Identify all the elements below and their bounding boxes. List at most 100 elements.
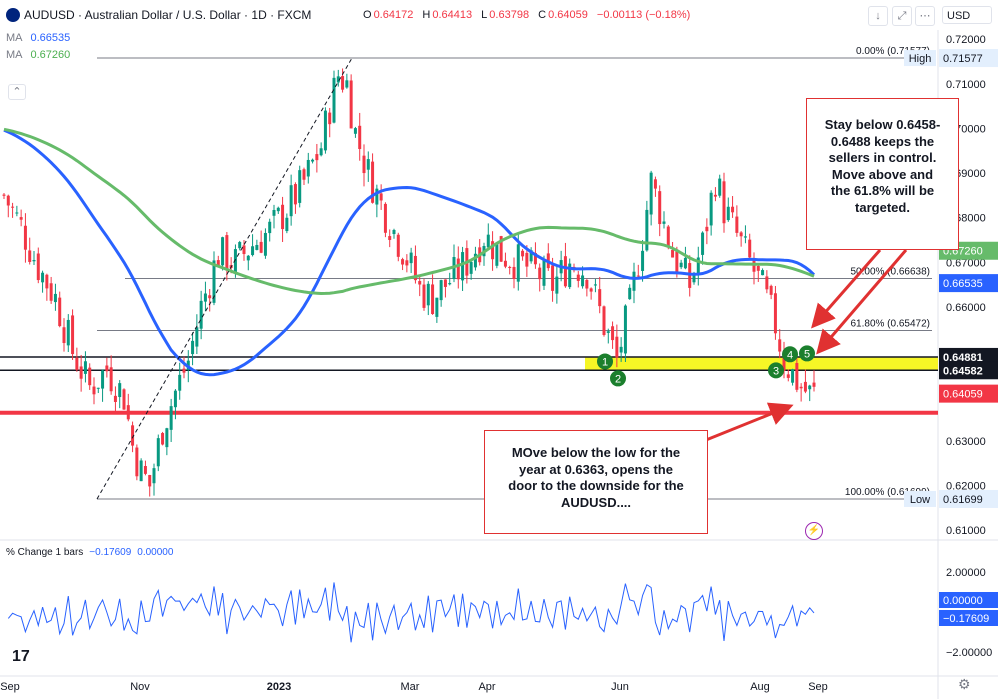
candle-body bbox=[692, 274, 696, 283]
y-tick-label: 0.63000 bbox=[946, 436, 986, 448]
candle-body bbox=[628, 287, 632, 300]
candle-body bbox=[71, 315, 75, 355]
candle-body bbox=[246, 255, 250, 261]
candle-body bbox=[671, 249, 675, 258]
ma200-value: 0.67260 bbox=[30, 49, 71, 61]
candle-body bbox=[293, 184, 297, 205]
fib-level-label: 61.80% (0.65472) bbox=[850, 319, 930, 330]
gear-icon[interactable]: ⚙ bbox=[958, 676, 971, 692]
candle-body bbox=[503, 260, 507, 267]
ma200-legend[interactable]: MA 0.67260 bbox=[6, 49, 70, 61]
wave-marker bbox=[782, 346, 798, 363]
candle-body bbox=[75, 357, 79, 371]
candle-body bbox=[341, 76, 345, 90]
candle-body bbox=[225, 235, 229, 271]
candle-body bbox=[92, 386, 96, 395]
wave-marker-label: 5 bbox=[804, 348, 810, 360]
candle-body bbox=[405, 260, 409, 266]
annotation-line: Stay below 0.6458- bbox=[824, 117, 941, 132]
ma100-value: 0.66535 bbox=[30, 32, 71, 44]
wave-marker-label: 2 bbox=[615, 373, 621, 385]
x-tick-label: 2023 bbox=[267, 681, 291, 693]
candle-body bbox=[191, 340, 195, 355]
candle-body bbox=[242, 245, 246, 255]
candle-body bbox=[645, 209, 649, 251]
candle-body bbox=[422, 284, 426, 308]
close-value: 0.64059 bbox=[548, 9, 588, 21]
candle-body bbox=[499, 236, 503, 262]
indicator-tick-label: −2.00000 bbox=[946, 647, 992, 659]
tradingview-logo-icon: 17 bbox=[12, 648, 30, 665]
x-tick-label: Mar bbox=[401, 681, 420, 693]
candle-body bbox=[761, 270, 765, 276]
high-label: H bbox=[422, 9, 431, 21]
ma200-line bbox=[3, 127, 815, 296]
candle-body bbox=[709, 192, 713, 226]
candle-body bbox=[683, 257, 687, 269]
candle-body bbox=[143, 466, 147, 474]
wave-marker bbox=[610, 370, 626, 387]
candle-body bbox=[79, 366, 83, 379]
wave-marker-label: 4 bbox=[787, 349, 793, 361]
arrow-to-low bbox=[705, 402, 794, 442]
candle-body bbox=[88, 367, 92, 386]
candle-body bbox=[216, 260, 220, 266]
candle-body bbox=[122, 389, 126, 410]
candle-body bbox=[366, 159, 370, 170]
more-icon[interactable]: ⋯ bbox=[915, 6, 935, 26]
candle-body bbox=[765, 276, 769, 290]
candle-body bbox=[332, 77, 336, 123]
candle-body bbox=[285, 217, 289, 232]
candle-body bbox=[713, 194, 717, 197]
wave-marker bbox=[768, 362, 784, 379]
price-tag-text: High bbox=[909, 53, 932, 65]
candle-body bbox=[748, 239, 752, 258]
ma100-legend[interactable]: MA 0.66535 bbox=[6, 32, 70, 44]
maximize-icon[interactable]: ⤢ bbox=[892, 6, 912, 26]
indicator-value-2: 0.00000 bbox=[137, 547, 174, 558]
lightning-icon[interactable]: ⚡ bbox=[805, 522, 823, 540]
candle-body bbox=[328, 112, 332, 125]
price-label-value: 0.66535 bbox=[943, 278, 983, 290]
candle-body bbox=[799, 386, 803, 389]
annotation-line: the 61.8% will be bbox=[830, 183, 935, 198]
candle-body bbox=[611, 326, 615, 341]
candle-body bbox=[636, 275, 640, 277]
candle-body bbox=[589, 288, 593, 292]
candle-body bbox=[396, 234, 400, 257]
candle-body bbox=[486, 234, 490, 248]
candle-body bbox=[383, 203, 387, 233]
chart-header: AUDUSD · Australian Dollar / U.S. Dollar… bbox=[0, 0, 998, 30]
candle-body bbox=[782, 350, 786, 371]
candle-body bbox=[298, 170, 302, 203]
candle-body bbox=[675, 251, 679, 273]
candle-body bbox=[649, 172, 653, 215]
candle-body bbox=[379, 193, 383, 201]
currency-select[interactable]: USD bbox=[942, 6, 992, 24]
collapse-legend-icon[interactable]: ⌃ bbox=[8, 84, 26, 100]
price-label-bg bbox=[939, 274, 998, 293]
candle-body bbox=[581, 275, 585, 287]
annotation-stay-below: Stay below 0.6458- 0.6488 keeps the sell… bbox=[806, 98, 959, 250]
candle-body bbox=[696, 257, 700, 276]
candle-body bbox=[718, 178, 722, 196]
candle-body bbox=[28, 250, 32, 262]
candle-body bbox=[632, 271, 636, 291]
close-label: C bbox=[538, 9, 547, 21]
candle-body bbox=[413, 255, 417, 281]
candle-body bbox=[375, 188, 379, 205]
candle-body bbox=[45, 274, 49, 289]
aud-flag-icon bbox=[6, 8, 20, 22]
y-tick-label: 0.61000 bbox=[946, 525, 986, 537]
ma200-label: MA bbox=[6, 49, 23, 61]
x-tick-label: Jun bbox=[611, 681, 629, 693]
highlight-zone bbox=[585, 356, 938, 371]
arrow-down-icon[interactable]: ↓ bbox=[868, 6, 888, 26]
symbol-title[interactable]: AUDUSD · Australian Dollar / U.S. Dollar… bbox=[24, 8, 312, 22]
candle-body bbox=[203, 293, 207, 302]
candle-body bbox=[349, 80, 353, 129]
indicator-legend[interactable]: % Change 1 bars −0.17609 0.00000 bbox=[6, 547, 173, 558]
candle-body bbox=[521, 250, 525, 257]
indicator-value-1: −0.17609 bbox=[89, 547, 132, 558]
candle-body bbox=[276, 207, 280, 212]
